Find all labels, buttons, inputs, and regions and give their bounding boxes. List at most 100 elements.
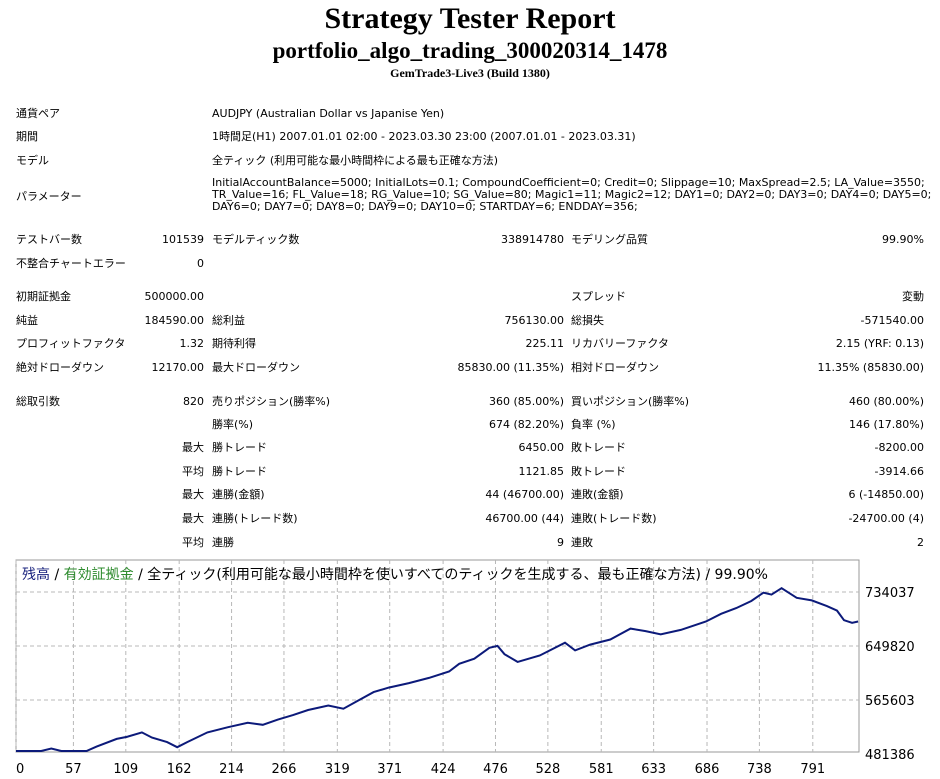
x-tick-label: 266 [272,762,297,777]
x-tick-label: 581 [589,762,614,777]
period-label: 期間 [16,130,38,143]
model-value: 全ティック (利用可能な最小時間枠による最も正確な方法) [212,154,499,167]
y-tick-label: 734037 [865,586,915,601]
avg-consec-win-value: 9 [557,536,564,549]
test-bars-value: 101539 [162,233,204,246]
largest-loss-label: 敗トレード [571,441,626,454]
x-tick-label: 57 [65,762,82,777]
total-trades-label: 総取引数 [16,395,60,408]
pair-value: AUDJPY (Australian Dollar vs Japanise Ye… [212,107,445,120]
win-rate-label: 勝率(%) [212,418,254,431]
gross-loss-label: 総損失 [571,314,604,327]
x-tick-label: 791 [800,762,825,777]
y-tick-label: 649820 [865,640,915,655]
params-value: InitialAccountBalance=5000; InitialLots=… [212,177,931,213]
recovery-factor-value: 2.15 (YRF: 0.13) [835,337,924,350]
max-label: 最大 [182,488,204,501]
x-axis: 0 57 109 162 214 266 319 371 424 476 528 581 633 686 7… [16,762,825,777]
avg-loss-value: -3914.66 [874,465,924,478]
server-build: GemTrade3-Live3 (Build 1380) [390,66,550,80]
x-tick-label: 162 [167,762,192,777]
largest-win-label: 勝トレード [212,441,267,454]
max-consec-loss-count-value: -24700.00 (4) [848,512,924,525]
report-title: Strategy Tester Report [324,2,616,35]
gross-profit-value: 756130.00 [504,314,565,327]
y-axis: 734037 649820 565603 481386 [865,586,915,763]
params-label: パラメーター [16,190,82,203]
x-tick-label: 738 [747,762,772,777]
gross-loss-value: -571540.00 [860,314,924,327]
avg-label: 平均 [182,536,204,549]
avg-consec-win-label: 連勝 [212,536,234,549]
max-consec-win-amount-value: 44 (46700.00) [485,488,564,501]
mismatch-value: 0 [197,257,204,270]
expected-payoff-label: 期待利得 [212,337,256,350]
legend-equity: 有効証拠金 [64,567,134,583]
mismatch-label: 不整合チャートエラー [16,257,126,270]
legend-description: / 全ティック(利用可能な最小時間枠を使いすべてのティックを生成する、最も正確な… [134,566,768,583]
win-rate-value: 674 (82.20%) [488,418,564,431]
x-tick-label: 214 [219,762,244,777]
chart-plot-area [15,559,860,753]
x-tick-label: 0 [16,762,24,777]
x-tick-label: 109 [113,762,138,777]
x-tick-label: 476 [483,762,508,777]
balance-chart: 残高 / 有効証拠金 / 全ティック(利用可能な最小時間枠を使いすべてのティック… [15,559,915,777]
gross-profit-label: 総利益 [212,314,245,327]
max-drawdown-label: 最大ドローダウン [212,361,300,374]
avg-win-value: 1121.85 [518,465,565,478]
rel-drawdown-value: 11.35% (85830.00) [817,361,924,374]
max-label: 最大 [182,441,204,454]
report-subtitle: portfolio_algo_trading_300020314_1478 [272,38,668,63]
x-tick-label: 319 [325,762,350,777]
abs-drawdown-label: 絶対ドローダウン [16,361,104,374]
recovery-factor-label: リカバリーファクタ [571,337,669,350]
expected-payoff-value: 225.11 [525,337,565,350]
largest-loss-value: -8200.00 [874,441,924,454]
largest-win-value: 6450.00 [518,441,565,454]
model-label: モデル [16,154,49,167]
avg-win-label: 勝トレード [212,465,267,478]
max-consec-loss-amount-label: 連敗(金額) [571,488,624,501]
params-line: TR_Value=16; FL_Value=18; RG_Value=10; S… [212,188,932,201]
net-profit-label: 純益 [16,314,38,327]
params-line: InitialAccountBalance=5000; InitialLots=… [212,176,925,189]
abs-drawdown-value: 12170.00 [151,361,205,374]
rel-drawdown-label: 相対ドローダウン [571,361,659,374]
avg-label: 平均 [182,465,204,478]
period-value: 1時間足(H1) 2007.01.01 02:00 - 2023.03.30 2… [212,130,636,143]
legend-separator: / [50,567,64,583]
initial-deposit-label: 初期証拠金 [16,290,71,303]
spread-label: スプレッド [571,290,626,303]
long-positions-value: 460 (80.00%) [848,395,924,408]
x-tick-label: 633 [641,762,666,777]
model-ticks-label: モデルティック数 [212,233,300,246]
x-tick-label: 424 [431,762,456,777]
x-tick-label: 371 [377,762,402,777]
total-trades-value: 820 [183,395,204,408]
chart-legend: 残高 / 有効証拠金 / 全ティック(利用可能な最小時間枠を使いすべてのティック… [22,566,768,583]
max-consec-win-amount-label: 連勝(金額) [212,488,265,501]
max-consec-win-count-value: 46700.00 (44) [485,512,564,525]
short-positions-label: 売りポジション(勝率%) [212,395,331,408]
params-line: DAY6=0; DAY7=0; DAY8=0; DAY9=0; DAY10=0;… [212,200,638,213]
pair-label: 通貨ペア [16,107,60,120]
y-tick-label: 481386 [865,748,915,763]
legend-balance: 残高 [22,566,50,583]
avg-consec-loss-label: 連敗 [571,536,593,549]
model-ticks-value: 338914780 [501,233,564,246]
short-positions-value: 360 (85.00%) [488,395,564,408]
profit-factor-label: プロフィットファクタ [16,337,126,350]
max-consec-win-count-label: 連勝(トレード数) [212,512,298,525]
model-quality-value: 99.90% [882,233,924,246]
max-consec-loss-amount-value: 6 (-14850.00) [848,488,924,501]
avg-loss-label: 敗トレード [571,465,626,478]
long-positions-label: 買いポジション(勝率%) [571,395,690,408]
max-consec-loss-count-label: 連敗(トレード数) [571,512,657,525]
model-quality-label: モデリング品質 [571,233,648,246]
profit-factor-value: 1.32 [179,337,205,350]
initial-deposit-value: 500000.00 [144,290,205,303]
avg-consec-loss-value: 2 [917,536,924,549]
net-profit-value: 184590.00 [144,314,205,327]
loss-rate-value: 146 (17.80%) [848,418,924,431]
